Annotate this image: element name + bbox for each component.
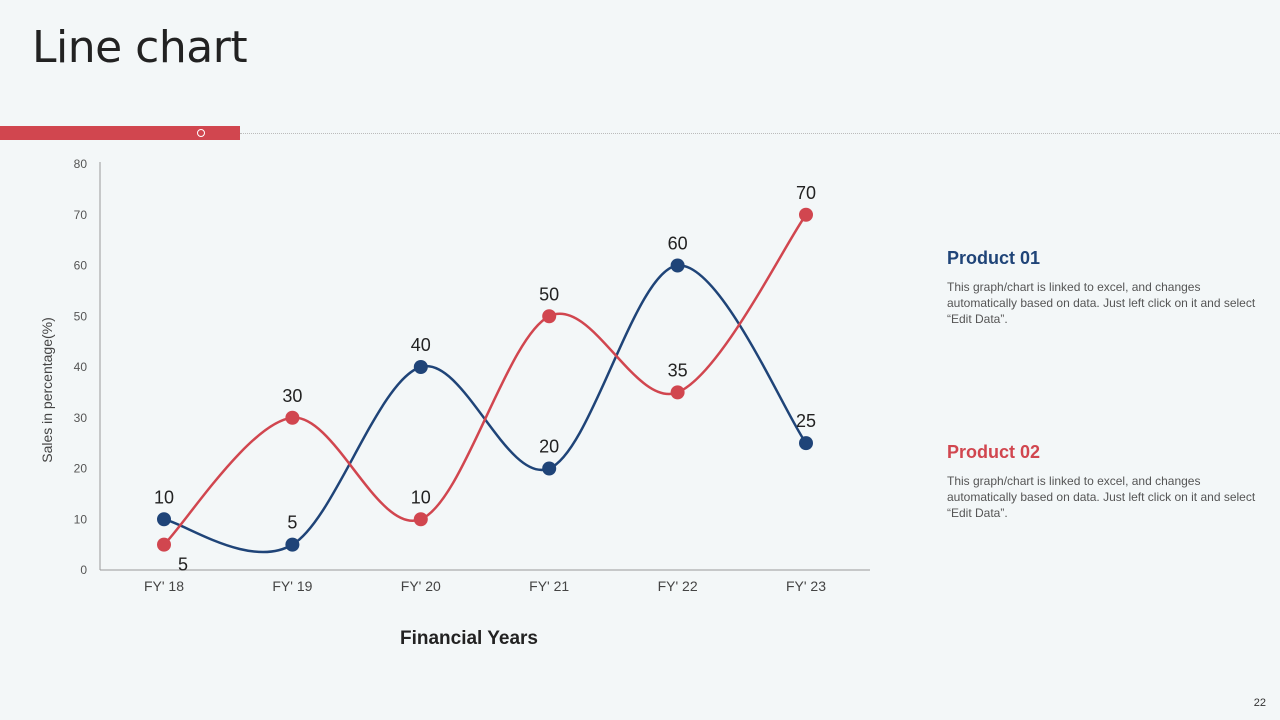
y-tick-label: 80 — [74, 157, 88, 171]
y-tick-label: 30 — [74, 411, 88, 425]
series-1-point — [799, 436, 813, 451]
legend-title-product-01: Product 01 — [947, 248, 1041, 268]
y-tick-label: 50 — [74, 309, 88, 323]
series-1-data-label: 5 — [287, 513, 297, 533]
legend-product-01: Product 01 This graph/chart is linked to… — [947, 248, 1257, 327]
y-tick-label: 70 — [74, 208, 88, 222]
y-tick-label: 20 — [74, 462, 88, 476]
y-tick-label: 10 — [74, 512, 88, 526]
series-1-point — [542, 461, 557, 476]
x-tick-label: FY' 19 — [272, 578, 312, 594]
y-tick-label: 40 — [74, 360, 88, 374]
series-2-point — [799, 207, 813, 222]
series-line-2 — [163, 214, 808, 546]
legend-product-02: Product 02 This graph/chart is linked to… — [947, 442, 1257, 521]
series-2-point — [413, 512, 428, 527]
series-1-point — [670, 258, 685, 273]
y-tick-label: 60 — [74, 259, 88, 273]
accent-bar — [0, 126, 240, 140]
series-2-data-label: 5 — [178, 555, 188, 575]
series-2-data-label: 50 — [539, 284, 559, 304]
slide-title: Line chart — [32, 22, 248, 73]
series-2-data-label: 30 — [282, 386, 302, 406]
series-1-data-label: 10 — [154, 487, 174, 507]
legend-description-product-02: This graph/chart is linked to excel, and… — [947, 474, 1256, 520]
y-axis-title: Sales in percentage(%) — [39, 317, 55, 463]
series-2-data-label: 35 — [668, 360, 688, 380]
series-line-1 — [163, 264, 808, 554]
series-2-point — [157, 537, 171, 552]
legend-title-product-02: Product 02 — [947, 442, 1041, 462]
series-1-data-label: 60 — [668, 234, 688, 254]
x-tick-label: FY' 18 — [144, 578, 184, 594]
series-2-data-label: 10 — [411, 487, 431, 507]
series-2-data-label: 70 — [796, 183, 816, 203]
line-chart: 0 10 20 30 40 50 60 70 80 FY' 18 FY' 19 FY' 20 FY' 2… — [39, 157, 870, 649]
x-axis-title: Financial Years — [400, 628, 538, 649]
accent-circle — [197, 129, 205, 137]
legend-description-product-01: This graph/chart is linked to excel, and… — [947, 280, 1256, 326]
series-2-point — [285, 410, 300, 425]
series-1-point — [157, 512, 171, 527]
x-tick-label: FY' 23 — [786, 578, 826, 594]
series-1-data-label: 25 — [796, 411, 816, 431]
series-1-point — [285, 537, 300, 552]
series-2-point — [670, 385, 685, 400]
series-1-data-label: 20 — [539, 437, 559, 457]
series-1-data-label: 40 — [411, 335, 431, 355]
divider-line — [240, 133, 1280, 134]
x-tick-label: FY' 20 — [401, 578, 441, 594]
x-tick-label: FY' 21 — [529, 578, 569, 594]
page-number: 22 — [1253, 697, 1266, 709]
x-tick-label: FY' 22 — [658, 578, 698, 594]
series-2-point — [542, 309, 557, 324]
y-tick-label: 0 — [80, 563, 87, 577]
series-1-point — [413, 360, 428, 374]
